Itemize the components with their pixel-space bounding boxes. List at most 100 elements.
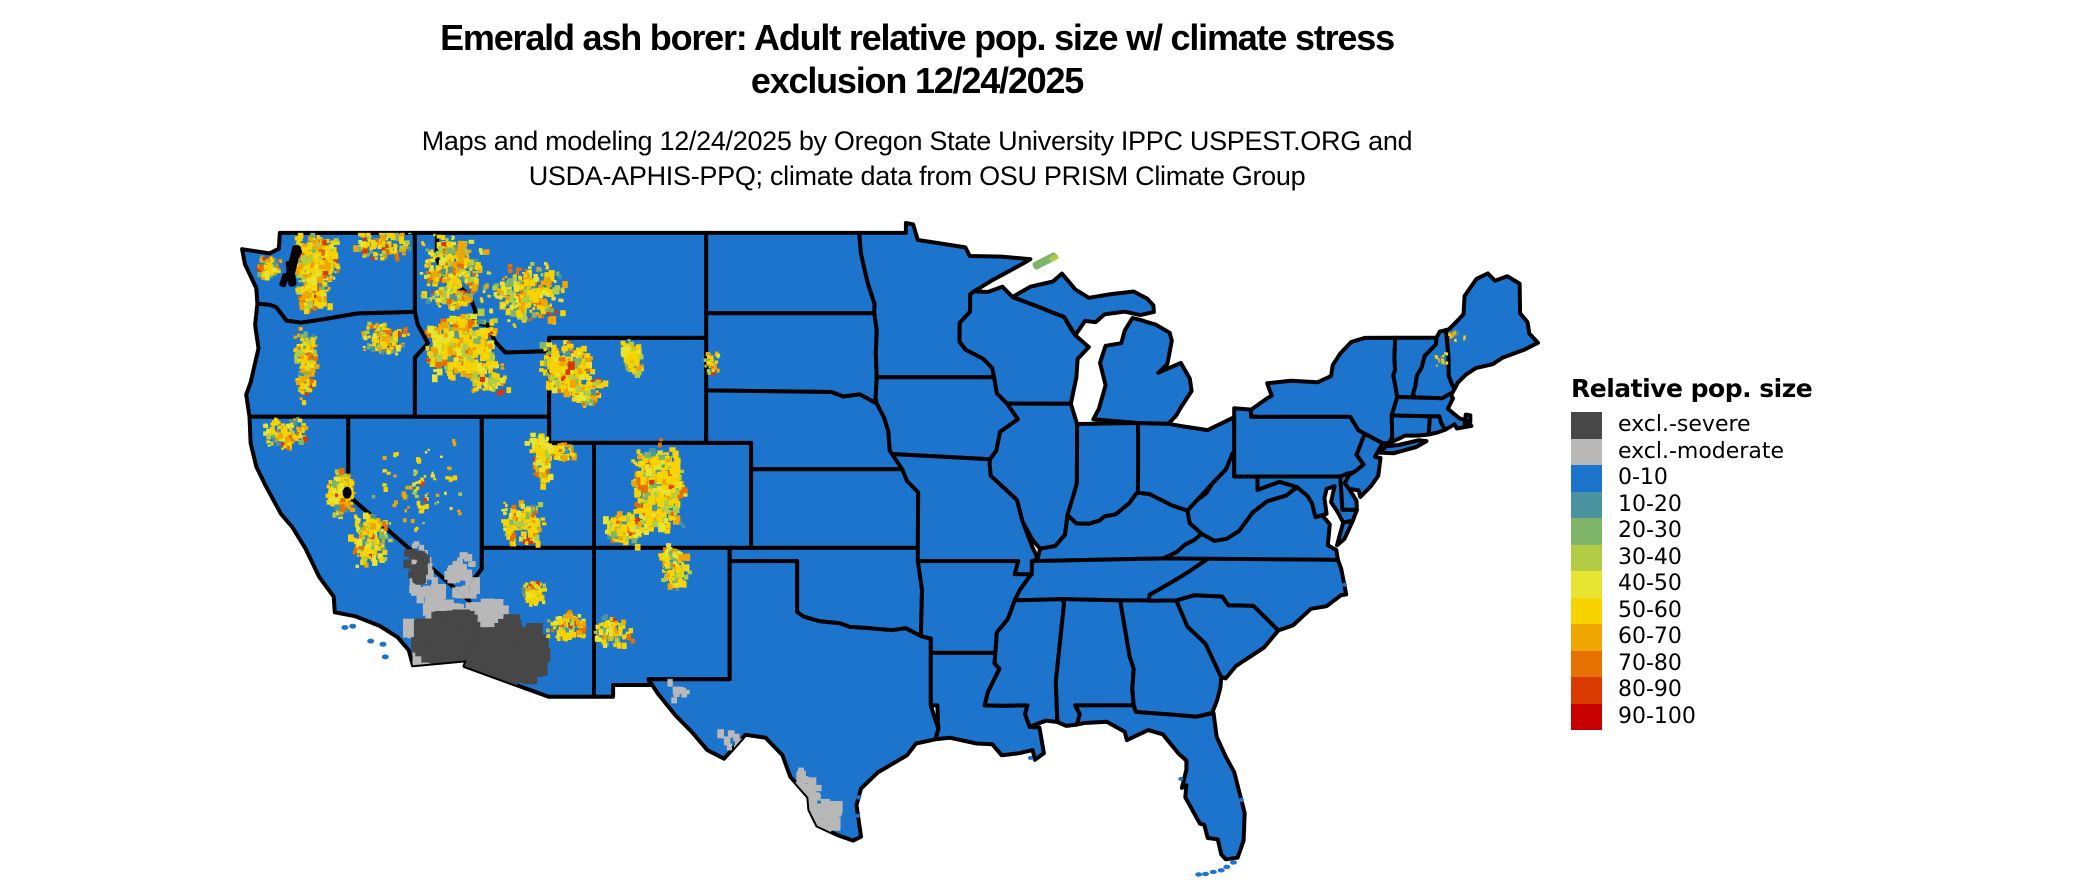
speckle xyxy=(311,280,318,287)
speckle xyxy=(393,474,397,478)
speckle xyxy=(412,490,417,495)
speckle xyxy=(386,340,391,347)
speckle xyxy=(379,244,382,248)
speckle xyxy=(381,539,385,544)
speckle xyxy=(567,343,574,349)
speckle xyxy=(423,475,427,478)
speckle xyxy=(549,275,555,282)
speckle xyxy=(322,240,327,246)
speckle xyxy=(540,280,547,286)
speckle xyxy=(518,500,524,508)
speckle xyxy=(381,541,385,545)
speckle xyxy=(309,362,314,366)
speckle xyxy=(538,435,544,441)
speckle xyxy=(303,308,310,315)
speckle xyxy=(310,368,316,374)
speckle xyxy=(634,372,640,378)
speckle xyxy=(505,519,510,524)
speckle xyxy=(316,236,321,242)
speckle xyxy=(431,330,438,338)
speckle xyxy=(443,349,448,356)
speckle xyxy=(386,349,391,355)
speckle xyxy=(507,286,512,290)
speckle xyxy=(540,517,545,521)
speckle xyxy=(502,303,507,307)
speckle xyxy=(540,273,544,277)
speckle xyxy=(313,344,318,348)
speckle xyxy=(279,259,283,264)
speckle xyxy=(403,494,408,500)
speckle xyxy=(504,508,508,511)
speckle xyxy=(433,369,437,372)
speckle xyxy=(539,342,547,349)
speckle xyxy=(257,272,262,278)
speckle xyxy=(522,281,525,285)
speckle xyxy=(540,445,545,451)
speckle xyxy=(636,365,642,371)
speckle xyxy=(267,265,273,272)
speckle xyxy=(382,530,387,536)
speckle xyxy=(548,375,555,381)
speckle xyxy=(309,269,314,274)
speckle xyxy=(348,534,354,542)
speckle xyxy=(475,343,483,350)
speckle xyxy=(625,346,632,353)
speckle xyxy=(315,269,320,274)
speckle xyxy=(492,285,497,291)
speckle xyxy=(628,359,634,363)
speckle xyxy=(517,284,522,291)
speckle xyxy=(367,538,372,542)
speckle xyxy=(513,281,520,286)
speckle xyxy=(452,331,459,338)
speckle xyxy=(459,337,464,344)
speckle xyxy=(562,350,567,354)
speckle xyxy=(422,522,425,525)
speckle xyxy=(582,395,587,400)
speckle xyxy=(636,449,641,455)
speckle xyxy=(437,334,444,343)
speckle xyxy=(298,371,302,376)
speckle xyxy=(295,380,301,386)
speckle xyxy=(382,556,388,561)
speckle xyxy=(518,275,522,279)
speckle xyxy=(441,278,447,283)
speckle xyxy=(503,290,508,296)
speckle xyxy=(268,275,273,278)
speckle xyxy=(562,345,568,351)
speckle xyxy=(482,290,486,294)
speckle xyxy=(299,327,303,331)
speckle xyxy=(448,336,453,343)
speckle xyxy=(450,249,456,254)
speckle xyxy=(344,502,350,508)
speckle xyxy=(479,297,483,301)
speckle xyxy=(293,271,298,276)
speckle xyxy=(473,276,477,279)
speckle xyxy=(641,466,647,472)
speckle xyxy=(640,366,644,372)
speckle xyxy=(533,274,538,281)
speckle xyxy=(459,492,463,496)
speckle xyxy=(328,490,333,494)
speckle xyxy=(381,339,386,345)
speckle xyxy=(467,313,471,317)
speckle xyxy=(385,250,390,256)
speckle xyxy=(312,264,319,272)
speckle xyxy=(561,371,566,376)
speckle xyxy=(402,246,407,252)
speckle xyxy=(267,440,271,444)
speckle xyxy=(310,384,314,389)
speckle xyxy=(519,297,523,300)
speckle xyxy=(483,351,488,356)
speckle xyxy=(356,548,362,554)
speckle xyxy=(284,438,290,444)
speckle xyxy=(538,293,544,298)
speckle xyxy=(312,252,317,257)
speckle xyxy=(326,274,330,278)
speckle xyxy=(404,240,410,245)
speckle xyxy=(360,559,365,566)
speckle xyxy=(300,368,306,373)
speckle xyxy=(362,345,366,349)
speckle xyxy=(631,459,635,463)
speckle xyxy=(312,299,317,305)
speckle xyxy=(388,538,393,543)
